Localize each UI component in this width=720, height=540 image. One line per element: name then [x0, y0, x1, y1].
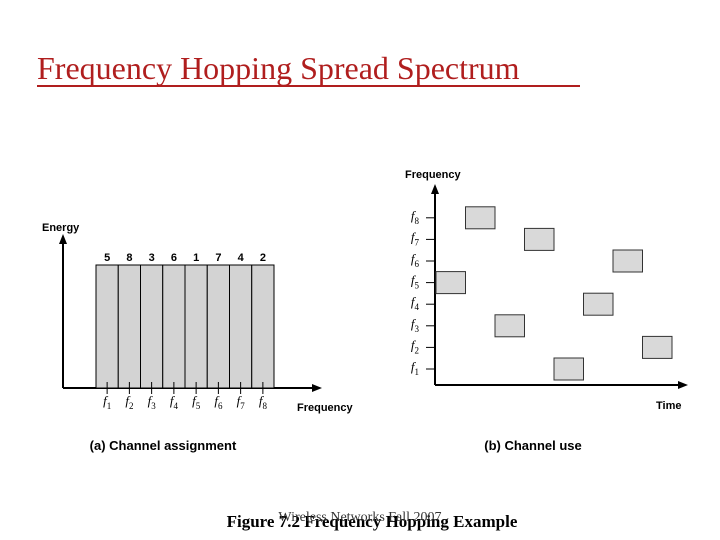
channel-index: 2: [415, 345, 420, 355]
hop-slot: [642, 335, 673, 359]
hop-slot: [612, 249, 643, 273]
channel-index: 2: [129, 401, 134, 411]
hop-slot: [435, 271, 466, 295]
channel-index: 1: [415, 367, 420, 377]
channel-band: [140, 264, 164, 389]
arrow: [678, 381, 688, 389]
channel-band: [206, 264, 230, 389]
channel-band: [117, 264, 141, 389]
channel-symbol: f: [411, 294, 417, 309]
channel-label: f6: [411, 251, 420, 269]
channel-symbol: f: [170, 393, 176, 408]
channel-symbol: f: [411, 273, 417, 288]
channel-symbol: f: [411, 337, 417, 352]
y-axis-label: Frequency: [405, 169, 462, 181]
arrow: [431, 184, 439, 194]
channel-symbol: f: [214, 393, 220, 408]
hop-slot: [494, 314, 525, 338]
channel-index: 6: [218, 401, 223, 411]
channel-band: [251, 264, 275, 389]
x-axis-label: Frequency: [297, 402, 354, 414]
channel-index: 8: [415, 216, 420, 226]
channel-index: 5: [196, 401, 201, 411]
y-axis-label: Energy: [42, 222, 80, 234]
channel-label: f8: [259, 393, 268, 411]
channel-label: f5: [411, 273, 420, 291]
channel-label: f7: [237, 393, 246, 411]
hop-slot: [524, 227, 555, 251]
channel-band: [162, 264, 186, 389]
channel-symbol: f: [411, 229, 417, 244]
hop-order: 3: [149, 252, 155, 264]
channel-index: 7: [240, 401, 245, 411]
hop-order: 1: [193, 252, 199, 264]
channel-symbol: f: [192, 393, 198, 408]
channel-label: f6: [214, 393, 223, 411]
channel-index: 3: [415, 324, 420, 334]
channel-index: 6: [415, 259, 420, 269]
channel-symbol: f: [411, 359, 417, 374]
channel-label: f3: [148, 393, 157, 411]
channel-label: f4: [411, 294, 420, 312]
channel-symbol: f: [148, 393, 154, 408]
channel-label: f1: [103, 393, 111, 411]
channel-symbol: f: [411, 251, 417, 266]
hop-order: 6: [171, 252, 177, 264]
channel-label: f1: [411, 359, 419, 377]
channel-label: f3: [411, 316, 420, 334]
channel-label: f2: [125, 393, 133, 411]
channel-index: 4: [173, 401, 178, 411]
channel-symbol: f: [237, 393, 243, 408]
hop-order: 5: [104, 252, 110, 264]
hop-slot: [465, 206, 496, 230]
hop-order: 7: [215, 252, 221, 264]
channel-symbol: f: [103, 393, 109, 408]
channel-index: 1: [107, 401, 112, 411]
channel-band: [229, 264, 253, 389]
channel-index: 8: [262, 401, 267, 411]
figure-caption: Figure 7.2 Frequency Hopping Example: [227, 512, 518, 531]
channel-index: 4: [415, 302, 420, 312]
x-axis-label: Time: [656, 400, 681, 412]
footer: Wireless Networks Fall 2007: [278, 510, 441, 525]
channel-index: 3: [151, 401, 156, 411]
channel-symbol: f: [411, 316, 417, 331]
hop-order: 8: [126, 252, 132, 264]
channel-symbol: f: [411, 208, 417, 223]
channel-band: [184, 264, 208, 389]
hop-order: 4: [238, 252, 245, 264]
channel-band: [95, 264, 119, 389]
arrow: [312, 384, 322, 392]
hop-order: 2: [260, 252, 266, 264]
caption: (a) Channel assignment: [90, 438, 237, 453]
channel-label: f4: [170, 393, 179, 411]
channel-index: 7: [415, 237, 420, 247]
channel-index: 5: [415, 281, 420, 291]
caption: (b) Channel use: [484, 438, 582, 453]
hop-slot: [553, 357, 584, 381]
slide-title: Frequency Hopping Spread Spectrum: [37, 50, 520, 86]
channel-symbol: f: [125, 393, 131, 408]
channel-label: f7: [411, 229, 420, 247]
arrow: [59, 234, 67, 244]
hop-slot: [583, 292, 614, 316]
channel-label: f5: [192, 393, 201, 411]
channel-label: f8: [411, 208, 420, 226]
channel-label: f2: [411, 337, 419, 355]
channel-symbol: f: [259, 393, 265, 408]
